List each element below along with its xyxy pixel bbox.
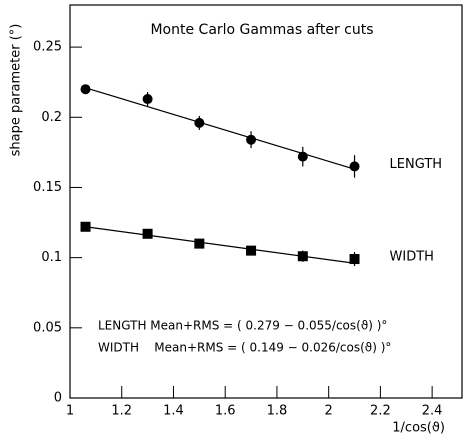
marker [194, 117, 205, 128]
chart-title: Monte Carlo Gammas after cuts [150, 22, 373, 38]
series-label: LENGTH [390, 157, 443, 172]
x-tick-label: 2 [325, 404, 333, 419]
marker [142, 228, 153, 239]
x-axis-label: 1/cos(ϑ) [392, 421, 445, 436]
marker [80, 221, 91, 232]
series-label: WIDTH [390, 250, 434, 265]
marker [297, 251, 308, 262]
y-tick-label: 0 [54, 391, 62, 406]
plot-frame [69, 4, 463, 399]
x-tick-label: 2.4 [422, 404, 443, 419]
y-tick-label: 0.1 [41, 250, 62, 265]
x-tick-label: 2.2 [370, 404, 391, 419]
marker [349, 161, 360, 172]
y-tick-label: 0.05 [33, 320, 62, 335]
y-tick-label: 0.2 [41, 110, 62, 125]
marker [80, 84, 91, 95]
y-tick-label: 0.25 [33, 40, 62, 55]
x-tick-label: 1.6 [215, 404, 236, 419]
fit-line [85, 87, 355, 170]
fit-line [85, 226, 355, 264]
marker [142, 94, 153, 105]
marker [246, 134, 257, 145]
marker [246, 245, 257, 256]
y-tick-label: 0.15 [33, 180, 62, 195]
x-tick-label: 1.4 [163, 404, 184, 419]
x-tick-label: 1 [66, 404, 74, 419]
x-tick-label: 1.2 [111, 404, 132, 419]
annotation: LENGTH Mean+RMS = ( 0.279 − 0.055/cos(ϑ)… [98, 319, 387, 333]
annotation: WIDTH Mean+RMS = ( 0.149 − 0.026/cos(ϑ) … [98, 341, 391, 355]
marker [194, 238, 205, 249]
x-tick-label: 1.8 [267, 404, 288, 419]
y-axis-label: shape parameter (°) [9, 24, 24, 157]
marker [349, 254, 360, 265]
marker [297, 151, 308, 162]
